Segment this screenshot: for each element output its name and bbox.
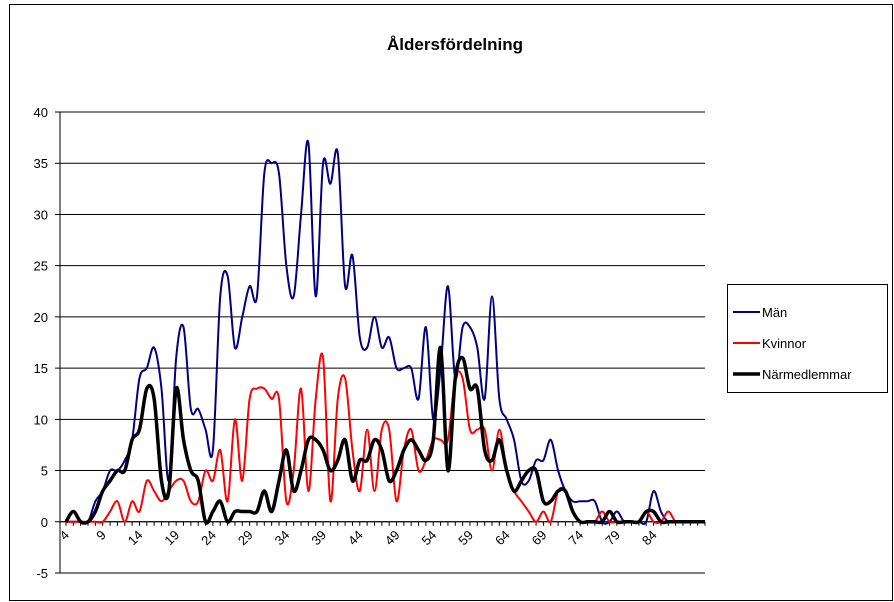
legend-label: Närmedlemmar bbox=[762, 367, 852, 382]
series-line bbox=[64, 345, 705, 525]
legend-label: Kvinnor bbox=[762, 336, 807, 351]
y-tick-label: 15 bbox=[34, 361, 48, 376]
y-tick-label: 30 bbox=[34, 207, 48, 222]
y-tick-label: 5 bbox=[41, 464, 48, 479]
y-tick-label: 0 bbox=[41, 515, 48, 530]
y-tick-label: 25 bbox=[34, 259, 48, 274]
y-tick-label: -5 bbox=[36, 566, 48, 581]
legend-label: Män bbox=[762, 305, 787, 320]
chart-title: Åldersfördelning bbox=[387, 35, 523, 54]
series-line bbox=[66, 139, 705, 526]
y-tick-label: 20 bbox=[34, 310, 48, 325]
y-tick-label: 40 bbox=[34, 105, 48, 120]
y-tick-label: 10 bbox=[34, 412, 48, 427]
y-tick-label: 35 bbox=[34, 156, 48, 171]
